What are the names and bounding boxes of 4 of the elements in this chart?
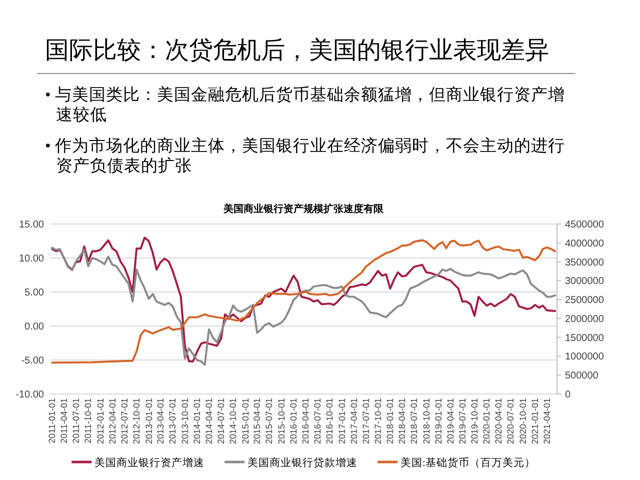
chart-title: 美国商业银行资产规模扩张速度有限 [224,204,384,215]
annotation: • 作为市场化的商业主体，美国银行业在经济偏弱时，不会主动的进行资产负债表的扩张 [45,136,566,176]
annotation: • 与美国类比：美国金融危机后货币基础余额猛增，但商业银行资产增速较低 [45,85,566,125]
title: 国际比较：次贷危机后，美国的银行业表现差异 [45,36,549,66]
